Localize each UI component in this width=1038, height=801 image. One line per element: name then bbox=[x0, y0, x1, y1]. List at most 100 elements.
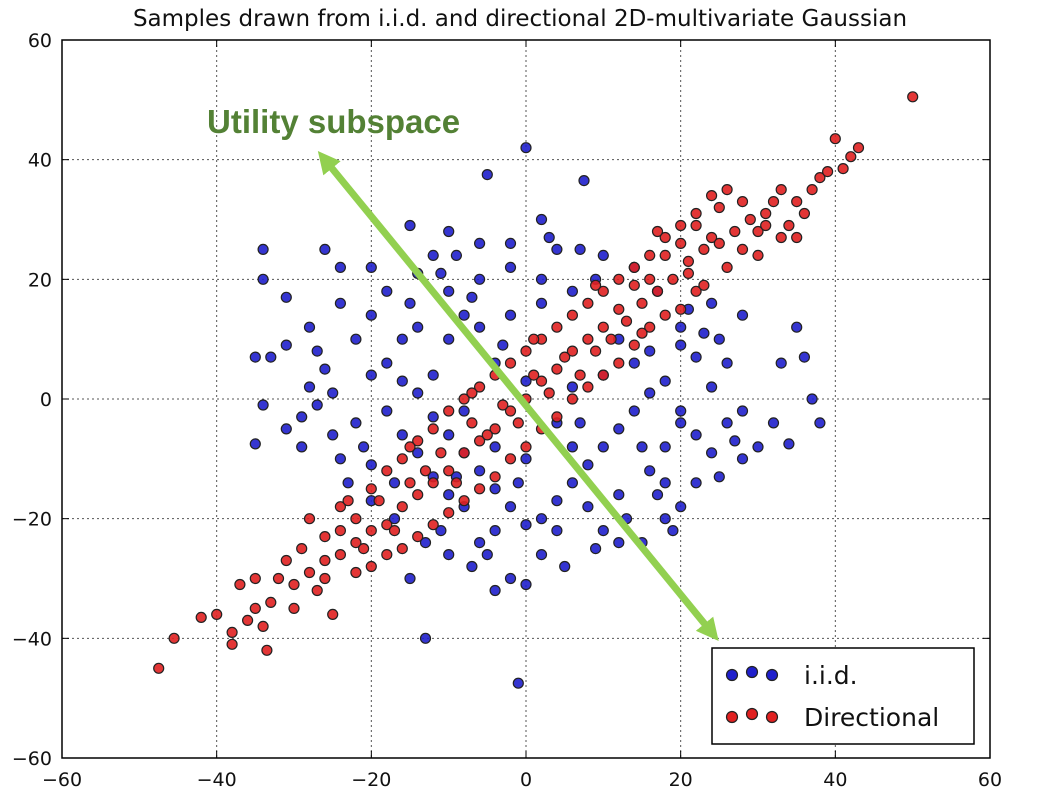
data-point bbox=[249, 351, 261, 363]
data-point bbox=[319, 530, 331, 543]
data-point bbox=[257, 273, 269, 285]
data-point bbox=[520, 142, 532, 154]
data-point bbox=[497, 339, 509, 351]
data-point bbox=[752, 441, 764, 453]
data-point bbox=[675, 237, 687, 249]
data-point bbox=[412, 321, 424, 333]
data-point bbox=[543, 387, 555, 399]
data-point bbox=[791, 196, 803, 208]
data-point bbox=[504, 357, 517, 369]
data-point bbox=[327, 608, 339, 621]
data-point bbox=[489, 524, 501, 537]
data-point bbox=[443, 429, 455, 441]
data-point bbox=[597, 524, 609, 537]
x-tick-label: −20 bbox=[351, 769, 391, 791]
data-point bbox=[396, 542, 408, 555]
data-point bbox=[589, 345, 602, 357]
data-point bbox=[303, 321, 316, 333]
data-point bbox=[365, 524, 377, 537]
data-point bbox=[644, 465, 656, 477]
data-point bbox=[381, 357, 393, 369]
data-point bbox=[296, 542, 308, 555]
data-point bbox=[396, 453, 408, 465]
data-point bbox=[489, 471, 501, 483]
data-point bbox=[396, 501, 408, 513]
data-point bbox=[613, 536, 625, 549]
data-point bbox=[504, 453, 517, 465]
data-point bbox=[578, 175, 590, 187]
data-point bbox=[713, 333, 725, 345]
data-point bbox=[791, 321, 803, 333]
data-point bbox=[365, 459, 377, 471]
data-point bbox=[489, 584, 501, 597]
x-axis-ticks: −60 −40 −20 0 20 40 60 bbox=[42, 40, 1002, 791]
data-point bbox=[767, 417, 780, 429]
data-point bbox=[798, 351, 811, 363]
y-tick-label: 0 bbox=[40, 389, 52, 411]
data-point bbox=[327, 387, 339, 399]
data-point bbox=[582, 459, 594, 471]
data-point bbox=[736, 196, 749, 208]
data-point bbox=[659, 477, 671, 489]
y-axis-ticks: 60 40 20 0 −20 −40 −60 bbox=[12, 30, 990, 770]
data-point bbox=[907, 91, 919, 103]
y-tick-label: 60 bbox=[28, 30, 52, 52]
data-point bbox=[566, 441, 579, 453]
data-point bbox=[775, 231, 787, 244]
data-point bbox=[458, 447, 470, 459]
data-point bbox=[589, 279, 602, 291]
data-point bbox=[651, 489, 664, 501]
x-tick-label: −60 bbox=[42, 769, 82, 791]
data-point bbox=[675, 501, 687, 513]
data-point bbox=[303, 566, 316, 579]
legend-marker bbox=[765, 668, 779, 682]
data-point bbox=[644, 273, 656, 285]
data-point bbox=[667, 273, 679, 285]
data-point bbox=[234, 578, 246, 591]
data-point bbox=[195, 611, 207, 624]
data-point bbox=[365, 483, 377, 495]
data-point bbox=[381, 548, 393, 561]
data-point bbox=[303, 381, 316, 393]
data-point bbox=[342, 495, 354, 507]
data-point bbox=[597, 321, 609, 333]
data-point bbox=[760, 207, 772, 220]
data-point bbox=[249, 438, 261, 450]
data-point bbox=[736, 309, 749, 321]
y-tick-label: 40 bbox=[28, 150, 52, 172]
data-point bbox=[512, 417, 524, 429]
data-point bbox=[574, 417, 586, 429]
data-point bbox=[636, 327, 648, 339]
data-point bbox=[814, 417, 826, 429]
data-point bbox=[311, 584, 323, 597]
data-point bbox=[466, 291, 478, 303]
data-point bbox=[814, 172, 826, 184]
data-point bbox=[396, 375, 408, 387]
data-point bbox=[443, 548, 455, 561]
data-point bbox=[675, 321, 687, 333]
data-point bbox=[744, 213, 756, 226]
data-point bbox=[404, 219, 416, 232]
data-point bbox=[535, 513, 548, 525]
data-point bbox=[528, 369, 540, 381]
data-point bbox=[350, 333, 362, 345]
data-point bbox=[659, 375, 671, 387]
data-point bbox=[551, 243, 563, 255]
y-tick-label: −40 bbox=[12, 628, 52, 650]
data-point bbox=[504, 572, 517, 585]
data-point bbox=[613, 273, 625, 285]
data-point bbox=[311, 399, 323, 411]
data-point bbox=[535, 213, 548, 226]
data-point bbox=[551, 495, 563, 507]
data-point bbox=[582, 381, 594, 393]
data-point bbox=[520, 345, 532, 357]
data-point bbox=[667, 524, 679, 537]
data-point bbox=[474, 483, 486, 495]
data-point bbox=[837, 163, 849, 175]
data-point bbox=[435, 447, 447, 459]
data-point bbox=[504, 501, 517, 513]
data-point bbox=[427, 423, 439, 435]
data-point bbox=[806, 184, 818, 196]
data-point bbox=[520, 453, 532, 465]
data-point bbox=[280, 291, 292, 303]
